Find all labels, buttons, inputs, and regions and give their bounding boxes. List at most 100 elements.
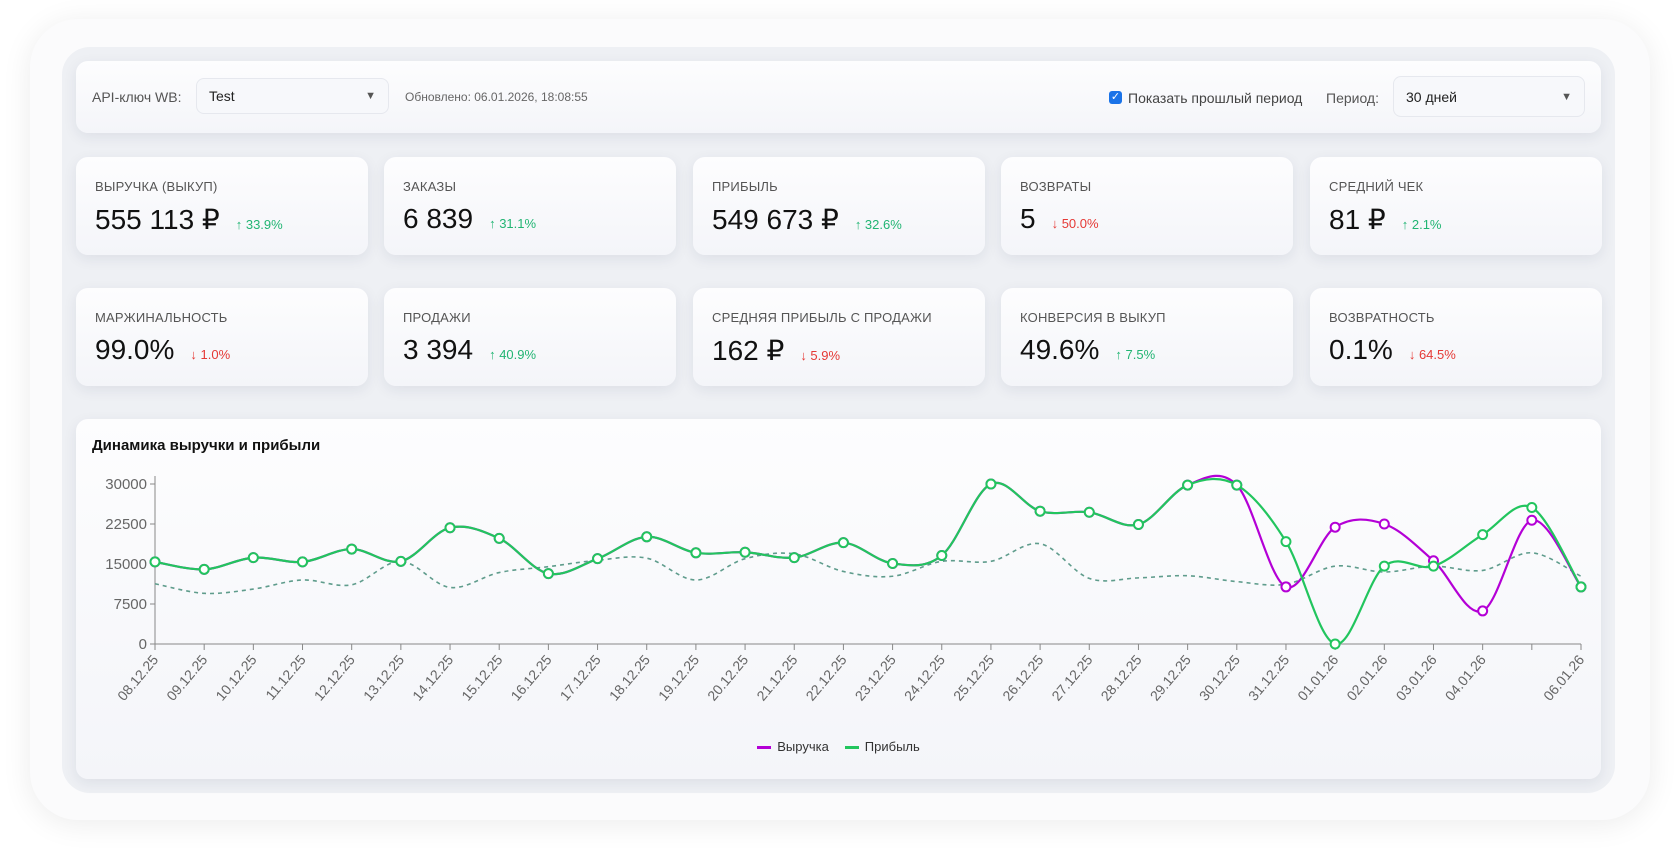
x-tick-label: 31.12.25: [1245, 651, 1292, 703]
data-point: [1182, 479, 1194, 491]
x-tick-label: 16.12.25: [507, 651, 554, 703]
x-tick-label: 13.12.25: [360, 651, 407, 703]
data-point: [1526, 514, 1538, 526]
data-point: [395, 555, 407, 567]
data-point: [837, 537, 849, 549]
y-tick-label: 22500: [105, 516, 147, 533]
legend-item-revenue[interactable]: Выручка: [757, 739, 829, 754]
data-point: [1477, 529, 1489, 541]
x-tick-label: 11.12.25: [262, 651, 309, 702]
x-tick-label: 22.12.25: [802, 651, 849, 703]
legend-item-profit[interactable]: Прибыль: [844, 739, 920, 754]
kpi-delta: ↑ 7.5%: [1115, 347, 1156, 362]
data-point: [297, 556, 309, 568]
y-tick-label: 15000: [105, 556, 147, 573]
kpi-value: 162 ₽: [712, 335, 785, 366]
revenue-profit-chart: Динамика выручки и прибыли 0 7500 15000 225…: [76, 419, 1601, 779]
y-tick-label: 7500: [114, 596, 147, 613]
x-tick-label: 08.12.25: [114, 651, 161, 703]
show-prev-label[interactable]: Показать прошлый период: [1128, 90, 1303, 106]
data-point: [1280, 581, 1292, 593]
x-tick-label: 28.12.25: [1097, 651, 1144, 703]
kpi-value: 5: [1020, 203, 1036, 234]
x-tick-label: 02.01.26: [1343, 651, 1390, 703]
data-point: [1329, 521, 1341, 533]
data-point: [887, 557, 899, 569]
data-point: [1378, 560, 1390, 572]
kpi-delta: ↑ 32.6%: [854, 217, 902, 232]
y-tick-label: 0: [139, 636, 147, 653]
x-tick-label: 24.12.25: [901, 651, 948, 703]
kpi-delta: ↑ 31.1%: [489, 216, 537, 231]
kpi-title: ВОЗВРАТНОСТЬ: [1329, 310, 1435, 325]
kpi-delta: ↓ 64.5%: [1408, 347, 1456, 362]
kpi-delta: ↑ 40.9%: [489, 347, 537, 362]
x-tick-label: 04.01.26: [1442, 651, 1489, 703]
x-tick-label: 27.12.25: [1048, 651, 1095, 703]
data-point: [149, 556, 161, 568]
kpi-value: 49.6%: [1020, 334, 1100, 365]
kpi-value: 3 394: [403, 334, 474, 365]
data-point: [1575, 581, 1587, 593]
show-prev-checkbox[interactable]: ✓: [1109, 91, 1122, 104]
chevron-down-icon: ▼: [1561, 90, 1572, 103]
data-point: [1378, 518, 1390, 530]
kpi-delta: ↓ 1.0%: [190, 347, 231, 362]
data-point: [739, 546, 751, 558]
legend-swatch: [844, 746, 859, 750]
api-key-select[interactable]: Test ▼: [196, 78, 389, 114]
chart-canvas: 0 7500 15000 22500 30000 08.12.25 09.12.25 10.1…: [105, 474, 1587, 704]
kpi-value: 6 839: [403, 203, 474, 234]
kpi-card: ВОЗВРАТЫ 5 ↓ 50.0%: [1001, 157, 1293, 255]
data-point: [1477, 605, 1489, 617]
kpi-delta: ↑ 33.9%: [235, 217, 283, 232]
legend-swatch: [757, 746, 772, 750]
period-value: 30 дней: [1406, 88, 1457, 105]
kpi-title: СРЕДНЯЯ ПРИБЫЛЬ С ПРОДАЖИ: [712, 310, 932, 325]
chart-title: Динамика выручки и прибыли: [92, 437, 321, 454]
data-point: [1329, 638, 1341, 650]
kpi-delta: ↑ 2.1%: [1401, 217, 1442, 232]
data-point: [985, 478, 997, 490]
kpi-card: СРЕДНИЙ ЧЕК 81 ₽ ↑ 2.1%: [1310, 157, 1602, 255]
data-point: [1132, 519, 1144, 531]
data-point: [592, 553, 604, 565]
x-tick-label: 29.12.25: [1147, 651, 1194, 703]
kpi-card: ЗАКАЗЫ 6 839 ↑ 31.1%: [384, 157, 676, 255]
period-select[interactable]: 30 дней ▼: [1393, 76, 1585, 117]
kpi-card: МАРЖИНАЛЬНОСТЬ 99.0% ↓ 1.0%: [76, 288, 368, 386]
kpi-value: 555 113 ₽: [95, 204, 220, 235]
x-tick-label: 10.12.25: [212, 651, 259, 703]
kpi-title: КОНВЕРСИЯ В ВЫКУП: [1020, 310, 1166, 325]
data-point: [493, 532, 505, 544]
x-tick-label: 26.12.25: [999, 651, 1046, 703]
kpi-card: КОНВЕРСИЯ В ВЫКУП 49.6% ↑ 7.5%: [1001, 288, 1293, 386]
period-label: Период:: [1326, 90, 1379, 106]
data-point: [1526, 501, 1538, 513]
kpi-value: 0.1%: [1329, 334, 1393, 365]
x-tick-label: 23.12.25: [852, 651, 899, 703]
data-point: [788, 552, 800, 564]
data-point: [444, 522, 456, 534]
x-tick-label: 30.12.25: [1196, 651, 1243, 703]
kpi-card: ПРОДАЖИ 3 394 ↑ 40.9%: [384, 288, 676, 386]
series-line-profit: [154, 477, 1582, 646]
x-tick-label: 20.12.25: [704, 651, 751, 703]
kpi-card: ПРИБЫЛЬ 549 673 ₽ ↑ 32.6%: [693, 157, 985, 255]
x-tick-label: 12.12.25: [311, 651, 358, 703]
x-tick-label: 06.01.26: [1540, 651, 1587, 703]
kpi-value: 99.0%: [95, 334, 175, 365]
api-key-value: Test: [209, 88, 235, 104]
kpi-title: ВОЗВРАТЫ: [1020, 179, 1092, 194]
kpi-title: МАРЖИНАЛЬНОСТЬ: [95, 310, 228, 325]
x-tick-label: 03.01.26: [1392, 651, 1439, 703]
kpi-card: ВЫРУЧКА (ВЫКУП) 555 113 ₽ ↑ 33.9%: [76, 157, 368, 255]
kpi-value: 81 ₽: [1329, 204, 1386, 235]
data-point: [1231, 479, 1243, 491]
kpi-card: ВОЗВРАТНОСТЬ 0.1% ↓ 64.5%: [1310, 288, 1602, 386]
kpi-value: 549 673 ₽: [712, 204, 839, 235]
y-tick-label: 30000: [105, 476, 147, 493]
api-key-label: API-ключ WB:: [92, 89, 182, 105]
previous-period-line: [154, 542, 1582, 595]
data-point: [1427, 560, 1439, 572]
